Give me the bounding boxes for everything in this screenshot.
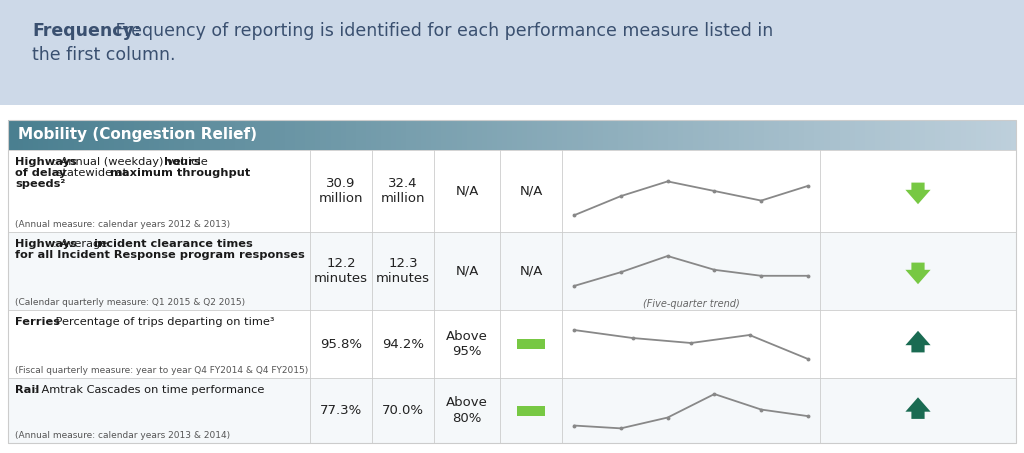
Text: 95.8%: 95.8% [319,337,362,351]
Bar [8,378,1016,443]
Text: Frequency:: Frequency: [32,22,141,40]
Text: Above
95%: Above 95% [446,330,488,358]
Text: : Annual (weekday) vehicle: : Annual (weekday) vehicle [53,157,211,167]
Bar [8,150,1016,232]
FancyArrow shape [905,263,931,284]
Bar [8,232,1016,310]
Bar [8,120,1016,443]
Text: (Calendar quarterly measure: Q1 2015 & Q2 2015): (Calendar quarterly measure: Q1 2015 & Q… [15,298,245,307]
Text: : Average: : Average [53,239,111,249]
FancyArrow shape [905,397,931,419]
Text: 32.4
million: 32.4 million [381,177,425,205]
Text: 12.2
minutes: 12.2 minutes [314,257,368,285]
Text: N/A: N/A [456,184,478,198]
Text: the first column.: the first column. [32,46,175,64]
Text: statewide at: statewide at [53,168,131,178]
Text: N/A: N/A [519,184,543,198]
Text: (Annual measure: calendar years 2012 & 2013): (Annual measure: calendar years 2012 & 2… [15,220,230,229]
Text: 77.3%: 77.3% [319,404,362,417]
Text: Ferries: Ferries [15,317,60,327]
Text: : Percentage of trips departing on time³: : Percentage of trips departing on time³ [48,317,274,327]
Text: Frequency of reporting is identified for each performance measure listed in: Frequency of reporting is identified for… [110,22,773,40]
Text: speeds²: speeds² [15,179,66,189]
Bar [8,310,1016,378]
Text: for all Incident Response program responses: for all Incident Response program respon… [15,250,305,260]
Text: 70.0%: 70.0% [382,404,424,417]
Text: : Amtrak Cascades on time performance: : Amtrak Cascades on time performance [34,385,264,395]
Bar [517,405,545,415]
Bar [0,0,1024,105]
Text: (Annual measure: calendar years 2013 & 2014): (Annual measure: calendar years 2013 & 2… [15,431,230,440]
Text: Above
80%: Above 80% [446,396,488,424]
FancyArrow shape [905,183,931,204]
Text: Highways: Highways [15,239,77,249]
Text: (Fiscal quarterly measure: year to year Q4 FY2014 & Q4 FY2015): (Fiscal quarterly measure: year to year … [15,366,308,375]
Text: Highways: Highways [15,157,77,167]
Text: 30.9
million: 30.9 million [318,177,364,205]
Text: N/A: N/A [456,265,478,278]
Text: Mobility (Congestion Relief): Mobility (Congestion Relief) [18,127,257,143]
Text: hours: hours [164,157,201,167]
Text: (Five-quarter trend): (Five-quarter trend) [643,299,739,309]
Text: Rail: Rail [15,385,39,395]
Text: of delay: of delay [15,168,67,178]
Text: maximum throughput: maximum throughput [111,168,251,178]
FancyArrow shape [905,331,931,352]
Bar [517,339,545,349]
Text: incident clearance times: incident clearance times [94,239,253,249]
Text: 94.2%: 94.2% [382,337,424,351]
Text: 12.3
minutes: 12.3 minutes [376,257,430,285]
Text: N/A: N/A [519,265,543,278]
